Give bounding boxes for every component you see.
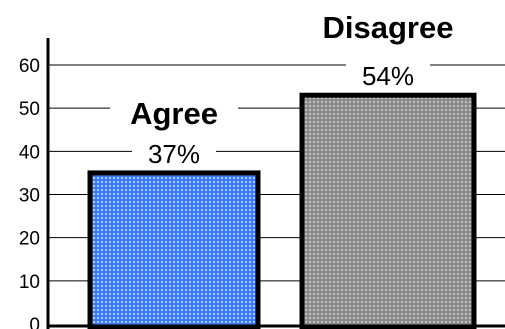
- y-tick-label: 40: [19, 142, 40, 163]
- y-tick-label: 50: [19, 99, 40, 120]
- category-label: Disagree: [323, 10, 454, 45]
- bar: [299, 92, 477, 329]
- category-label: Agree: [130, 96, 218, 131]
- data-label-backing: [346, 63, 430, 90]
- y-tick-label: 20: [19, 229, 40, 250]
- labels: Agree 37% Disagree 54%: [110, 10, 453, 169]
- bar: [87, 170, 261, 329]
- category-label-backing: [324, 10, 452, 44]
- axes: 0 10 20 30 40 50 60: [19, 38, 505, 329]
- data-label: 54%: [362, 61, 414, 91]
- y-tick-label: 60: [19, 56, 40, 77]
- y-tick-label: 0: [29, 315, 40, 329]
- category-label-backing: [110, 96, 238, 130]
- data-label-backing: [132, 141, 216, 168]
- bars: [87, 92, 477, 329]
- data-label: 37%: [148, 139, 200, 169]
- y-tick-label: 10: [19, 272, 40, 293]
- y-tick-label: 30: [19, 186, 40, 207]
